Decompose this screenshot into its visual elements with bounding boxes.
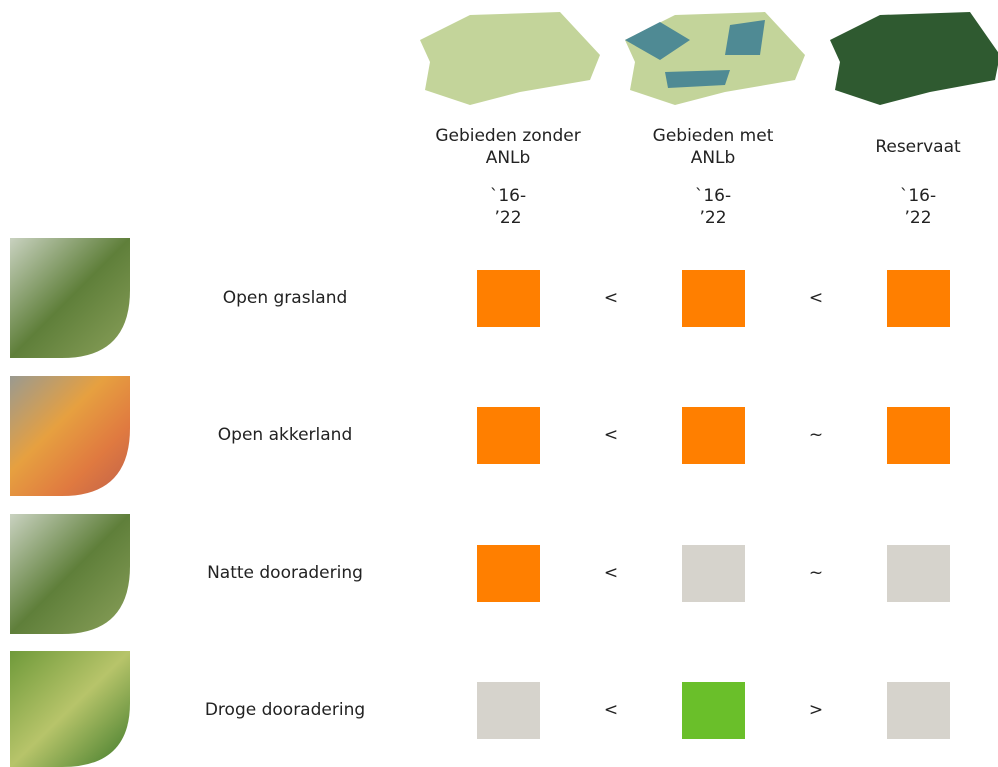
column-title: Reservaat xyxy=(875,137,961,157)
comparison: < xyxy=(604,700,618,720)
column-title: Gebieden met xyxy=(653,126,774,146)
column-period: ’22 xyxy=(494,208,521,228)
status-cell xyxy=(477,682,540,739)
column-title: Gebieden zonder xyxy=(435,126,580,146)
status-cell xyxy=(477,545,540,602)
row-images xyxy=(10,238,130,767)
map-icon xyxy=(830,12,998,105)
status-cell xyxy=(887,407,950,464)
comparison: > xyxy=(809,700,823,720)
status-cell xyxy=(887,682,950,739)
row-image xyxy=(10,514,130,634)
comparison: < xyxy=(809,288,823,308)
column-period: `16- xyxy=(490,186,526,206)
map-icons xyxy=(420,12,998,105)
comparison: < xyxy=(604,288,618,308)
comparison: ~ xyxy=(809,425,823,445)
map-icon xyxy=(420,12,600,105)
status-cell xyxy=(682,407,745,464)
map-icon-part xyxy=(725,20,765,55)
status-cell xyxy=(682,682,745,739)
column-period: ’22 xyxy=(904,208,931,228)
column-title: ANLb xyxy=(691,148,736,168)
status-cell xyxy=(682,545,745,602)
comparison: < xyxy=(604,425,618,445)
status-cell xyxy=(477,407,540,464)
column-period: ’22 xyxy=(699,208,726,228)
comparison: ~ xyxy=(809,563,823,583)
map-icon-part xyxy=(665,70,730,88)
row-label: Natte dooradering xyxy=(207,563,363,583)
column-title: ANLb xyxy=(486,148,531,168)
status-cell xyxy=(682,270,745,327)
row-image xyxy=(10,238,130,358)
status-cell xyxy=(477,270,540,327)
comparison: < xyxy=(604,563,618,583)
row-label: Open akkerland xyxy=(218,425,352,445)
map-icon xyxy=(625,12,805,105)
row-image xyxy=(10,651,130,767)
status-cell xyxy=(887,545,950,602)
map-icon-part xyxy=(625,22,690,60)
column-period: `16- xyxy=(900,186,936,206)
row-image xyxy=(10,376,130,496)
row-label: Open grasland xyxy=(223,288,348,308)
status-cell xyxy=(887,270,950,327)
row-label: Droge dooradering xyxy=(205,700,365,720)
column-period: `16- xyxy=(695,186,731,206)
